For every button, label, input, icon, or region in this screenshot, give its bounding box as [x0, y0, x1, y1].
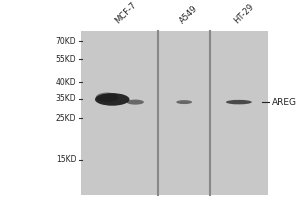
Ellipse shape: [226, 100, 252, 104]
Text: 70KD: 70KD: [56, 37, 76, 46]
Text: 25KD: 25KD: [56, 114, 76, 123]
Text: 15KD: 15KD: [56, 155, 76, 164]
Ellipse shape: [95, 93, 130, 106]
Text: 55KD: 55KD: [56, 55, 76, 64]
Text: 40KD: 40KD: [56, 78, 76, 87]
Text: AREG: AREG: [272, 98, 297, 107]
Ellipse shape: [176, 100, 192, 104]
Ellipse shape: [96, 93, 118, 102]
Text: A549: A549: [178, 4, 200, 26]
Text: MCF-7: MCF-7: [113, 1, 138, 26]
Text: 35KD: 35KD: [56, 94, 76, 103]
Text: HT-29: HT-29: [232, 2, 256, 26]
Bar: [81, 31, 268, 195]
Ellipse shape: [127, 100, 144, 105]
